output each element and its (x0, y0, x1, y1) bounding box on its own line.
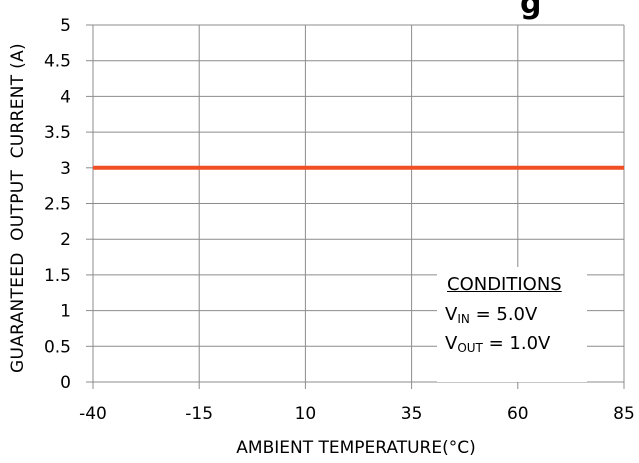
axes (86, 24, 625, 389)
vout-symbol: V (445, 333, 458, 354)
x-tick-label: -40 (79, 404, 107, 424)
vin-symbol: V (445, 304, 458, 325)
y-tick-label: 1 (60, 302, 71, 322)
conditions-title: CONDITIONS (447, 274, 562, 295)
vin-subscript: IN (457, 312, 470, 326)
condition-vin: VIN = 5.0V (445, 304, 537, 326)
y-axis-label: GUARANTEED OUTPUT CURRENT (A) (8, 43, 28, 373)
y-tick-label: 0 (60, 373, 71, 393)
x-tick-label: 85 (613, 404, 635, 424)
condition-vout: VOUT = 1.0V (445, 333, 550, 355)
vout-subscript: OUT (457, 341, 483, 355)
y-tick-label: 5 (60, 16, 71, 36)
x-tick-label: 10 (295, 404, 317, 424)
x-tick-label: -15 (185, 404, 213, 424)
y-tick-label: 2.5 (44, 195, 71, 215)
y-tick-label: 1.5 (44, 266, 71, 286)
y-tick-label: 4 (60, 87, 71, 107)
x-axis-label: AMBIENT TEMPERATURE(°C) (236, 438, 476, 458)
y-tick-label: 3 (60, 159, 71, 179)
y-tick-label: 2 (60, 230, 71, 250)
conditions-box (437, 267, 587, 382)
y-tick-label: 4.5 (44, 52, 71, 72)
y-tick-label: 0.5 (44, 337, 71, 357)
x-tick-label: 60 (507, 404, 529, 424)
y-tick-label: 3.5 (44, 123, 71, 143)
vout-value: = 1.0V (482, 333, 551, 354)
tick-labels: 0 0.5 1 1.5 2 2.5 3 3.5 4 4.5 5 -40 -15 10 35 60 85 (44, 16, 635, 424)
x-tick-label: 35 (401, 404, 423, 424)
chart-title-fragment: g (520, 0, 542, 21)
vin-value: = 5.0V (469, 304, 538, 325)
